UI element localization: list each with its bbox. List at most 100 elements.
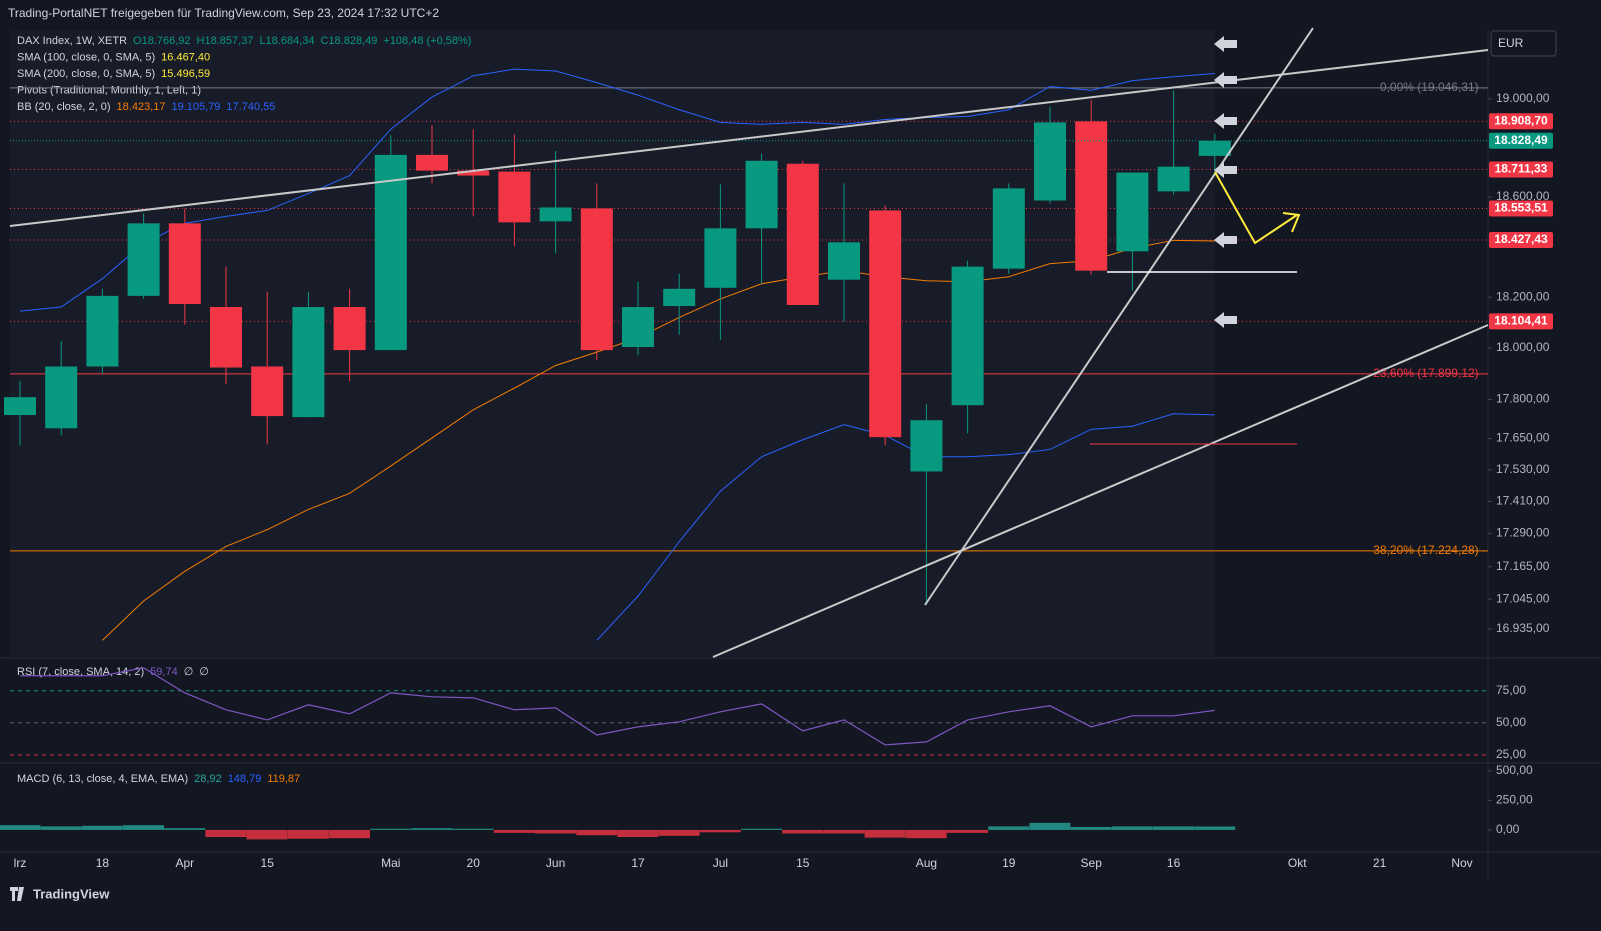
fib-label: 23,60% (17.899,12) -: [1373, 366, 1486, 380]
y-tick-label: 19.000,00: [1496, 91, 1550, 105]
x-tick-label: Jun: [546, 856, 565, 870]
candle-body: [210, 307, 242, 368]
currency-label[interactable]: EUR: [1498, 36, 1524, 50]
x-tick-label: 21: [1373, 856, 1387, 870]
pane-value: 28,92: [194, 773, 222, 785]
x-tick-label: Nov: [1451, 856, 1472, 870]
candle-body: [622, 307, 654, 348]
candle-body: [292, 307, 325, 418]
macd-bar: [741, 828, 782, 830]
legend-value: H18.857,37: [197, 35, 254, 47]
macd-bar: [287, 829, 329, 839]
pivot-badge: [1489, 313, 1553, 330]
macd-bar: [1111, 826, 1153, 830]
macd-bar: [1070, 826, 1112, 830]
macd-bar: [370, 828, 412, 830]
macd-bar: [205, 829, 247, 838]
y-tick-label: 50,00: [1496, 715, 1526, 729]
arrow-icon: [1214, 72, 1237, 88]
macd-bar: [658, 829, 700, 836]
pivot-label: 18.711,33: [1495, 162, 1548, 176]
x-tick-label: 15: [261, 856, 275, 870]
legend-text: DAX Index, 1W, XETR: [17, 35, 127, 47]
forecast-arrow: [1214, 171, 1298, 245]
candle-body: [704, 228, 737, 288]
macd-bar: [329, 829, 370, 839]
macd-bar: [411, 828, 453, 830]
y-tick-label: 75,00: [1496, 683, 1526, 697]
x-tick-label: Jul: [713, 856, 728, 870]
candle-body: [951, 266, 984, 406]
x-tick-label: 17: [631, 856, 645, 870]
candle-body: [457, 170, 490, 176]
currency-button[interactable]: [1490, 30, 1557, 57]
macd-bar: [123, 825, 164, 830]
pane-title: RSI (7, close, SMA, 14, 2): [17, 666, 144, 678]
macd-bar: [617, 829, 659, 838]
fib-label: 38,20% (17.224,28) -: [1373, 543, 1486, 557]
macd-bar: [452, 828, 494, 830]
legend-row: BB (20, close, 2, 0) 18.423,17 19.105,79 17…: [17, 101, 275, 113]
macd-bar: [0, 825, 41, 830]
legend-value: 16.467,40: [161, 51, 210, 63]
macd-bar: [40, 826, 82, 830]
x-tick-label: 16: [1167, 856, 1181, 870]
plot-layer: DAX Index, 1W, XETR O18.766,92 H18.857,37 L…: [0, 35, 1553, 870]
candle-body: [4, 397, 36, 416]
y-tick-label: 17.290,00: [1496, 526, 1550, 540]
x-tick-label: Apr: [175, 856, 194, 870]
candle-body: [498, 171, 531, 223]
macd-bar: [164, 828, 206, 830]
x-tick-label: Okt: [1288, 856, 1307, 870]
macd-bar: [246, 829, 288, 840]
candle-body: [1116, 172, 1149, 252]
pivot-badge: [1489, 231, 1553, 248]
pane-value: 148,79: [228, 773, 262, 785]
arrow-icon: [1214, 162, 1237, 178]
band-line: [596, 413, 1215, 641]
y-tick-label: 250,00: [1496, 793, 1533, 807]
pane-legend: RSI (7, close, SMA, 14, 2) 59,74 ∅ ∅: [17, 666, 209, 678]
candle-body: [539, 207, 572, 222]
candle-body: [1034, 122, 1066, 201]
y-tick-label: 16.935,00: [1496, 621, 1550, 635]
pivot-badge: [1489, 200, 1553, 217]
y-tick-label: 500,00: [1496, 763, 1533, 777]
pivot-badge: [1489, 161, 1553, 178]
legend-value: C18.828,49: [321, 35, 378, 47]
x-tick-label: Mai: [381, 856, 400, 870]
x-tick-label: 18: [96, 856, 110, 870]
pane-title: MACD (6, 13, close, 4, EMA, EMA): [17, 773, 188, 785]
candle-body: [745, 160, 778, 229]
trend-line: [924, 27, 1314, 606]
legend-row: DAX Index, 1W, XETR O18.766,92 H18.857,37 L…: [17, 35, 471, 47]
y-tick-label: 17.165,00: [1496, 559, 1550, 573]
pivot-label: 18.104,41: [1494, 314, 1548, 328]
x-tick-label: 20: [467, 856, 481, 870]
pivot-badge: [1489, 113, 1553, 130]
drawings: [9, 27, 1489, 658]
arrow-icon: [1214, 312, 1237, 328]
legend-value: 18.423,17: [117, 101, 166, 113]
legend-value: L18.684,34: [259, 35, 314, 47]
candle-body: [333, 307, 366, 351]
share-header: Trading-PortalNET freigegeben für Tradin…: [8, 6, 439, 20]
pivot-label: 18.427,43: [1494, 232, 1548, 246]
candle-body: [416, 154, 448, 171]
legend-row: Pivots (Traditional, Monthly, 1, Left, 1…: [17, 84, 201, 96]
candle-body: [828, 242, 860, 280]
legend-value: 17.740,55: [226, 101, 275, 113]
candle-body: [168, 223, 201, 304]
legend-row: SMA (100, close, 0, SMA, 5) 16.467,40: [17, 51, 210, 63]
candle-body: [127, 223, 160, 296]
trend-line: [9, 49, 1489, 227]
last-price-badge: [1489, 132, 1553, 149]
y-tick-label: 18.200,00: [1496, 289, 1550, 303]
candle-body: [86, 295, 119, 367]
legend-text: SMA (100, close, 0, SMA, 5): [17, 51, 155, 63]
legend-text: BB (20, close, 2, 0): [17, 101, 111, 113]
macd-bar: [493, 829, 535, 833]
candle-body: [869, 210, 902, 438]
macd-bar: [905, 829, 947, 839]
